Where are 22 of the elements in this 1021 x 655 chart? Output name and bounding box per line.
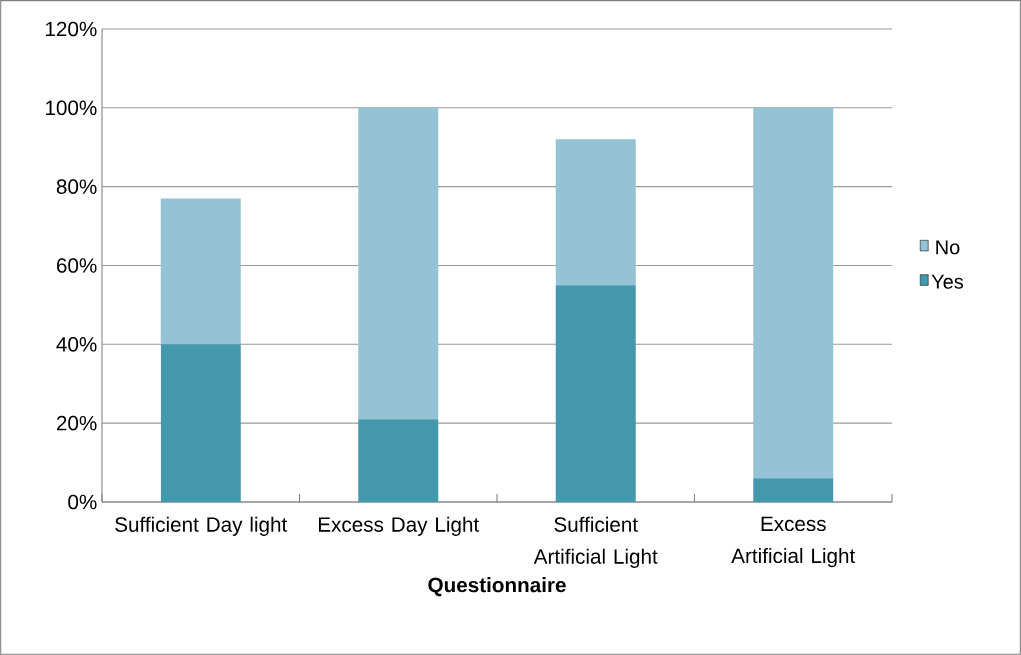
- x-axis-title: Questionnaire: [428, 577, 566, 597]
- bar: [555, 285, 636, 502]
- bar: [753, 107, 834, 479]
- bar: [555, 139, 636, 286]
- x-tick-label: Excess Artificial Light: [731, 516, 856, 568]
- legend-label: Yes: [931, 274, 964, 289]
- y-tick-label: 100%: [46, 100, 97, 116]
- bar: [160, 198, 241, 345]
- y-tick-label: 60%: [56, 258, 97, 273]
- y-tick-label: 40%: [56, 337, 97, 352]
- bar: [358, 107, 439, 420]
- legend-label: No: [936, 240, 960, 255]
- y-tick-label: 120%: [46, 21, 97, 37]
- bar: [358, 419, 439, 502]
- y-tick-label: 0%: [68, 494, 97, 510]
- y-tick-label: 20%: [56, 415, 97, 431]
- bar: [160, 344, 241, 502]
- y-tick-label: 80%: [56, 179, 97, 194]
- bar: [753, 478, 834, 502]
- x-tick-label: Sufficient Artificial Light: [533, 516, 658, 568]
- x-tick-label: Sufficient Day light: [115, 516, 288, 536]
- x-tick-label: Excess Day Light: [318, 516, 480, 536]
